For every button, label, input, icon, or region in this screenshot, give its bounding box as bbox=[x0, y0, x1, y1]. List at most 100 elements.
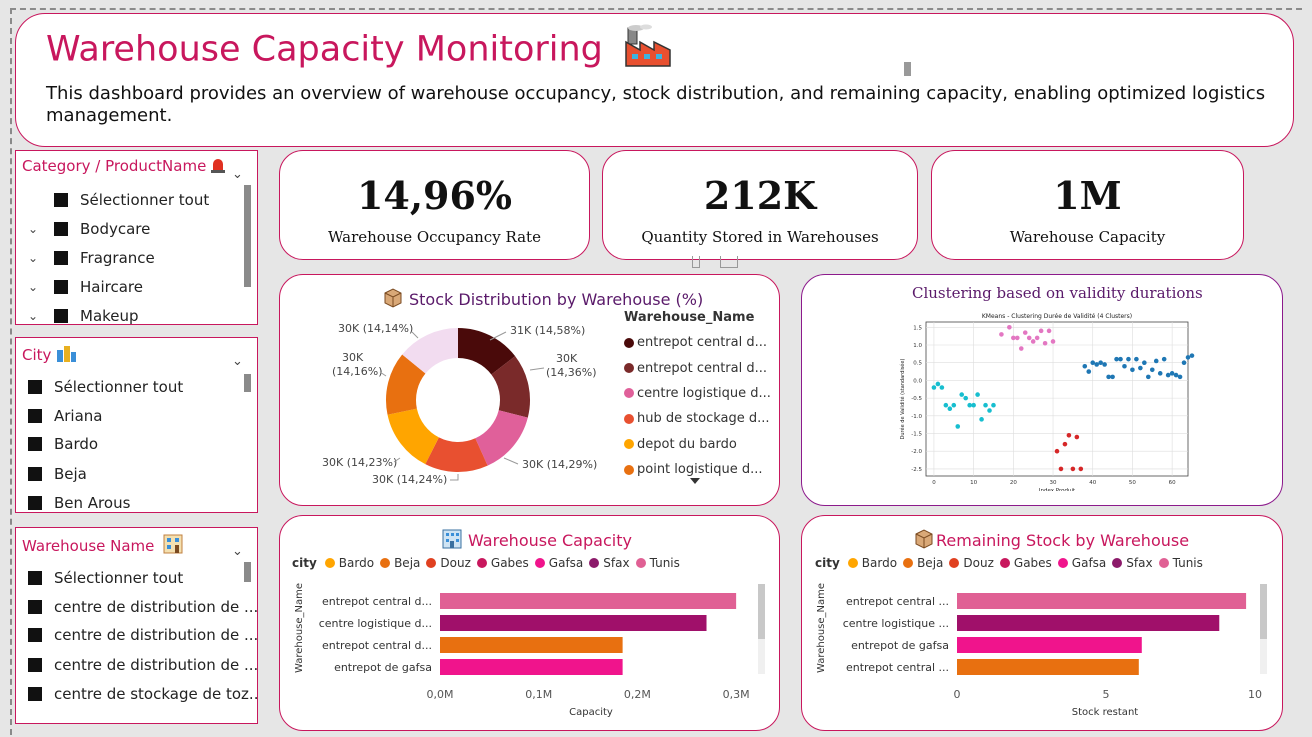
chevron-down-icon[interactable]: ⌄ bbox=[232, 354, 243, 369]
legend-item[interactable]: centre logistique d... bbox=[624, 381, 774, 406]
slicer-item[interactable]: Ben Arous bbox=[28, 494, 130, 512]
legend-item[interactable]: Bardo bbox=[847, 556, 897, 570]
slicer-item[interactable]: centre de stockage de toz... bbox=[28, 685, 257, 703]
scrollbar[interactable] bbox=[244, 185, 251, 287]
scrollbar[interactable] bbox=[244, 374, 251, 392]
legend-swatch bbox=[624, 388, 634, 399]
legend-item[interactable]: point logistique d... bbox=[624, 457, 774, 482]
legend-title: city bbox=[815, 556, 840, 570]
legend-item[interactable]: Gabes bbox=[999, 556, 1052, 570]
legend-item[interactable]: Sfax bbox=[589, 556, 630, 570]
scrollbar[interactable] bbox=[1260, 584, 1267, 639]
slicer-item[interactable]: centre de distribution de ... bbox=[28, 656, 257, 674]
checkbox[interactable] bbox=[54, 251, 68, 265]
legend-item[interactable]: Douz bbox=[426, 556, 471, 570]
pin-icon[interactable] bbox=[692, 256, 700, 268]
x-tick-label: 10 bbox=[1248, 688, 1262, 701]
checkbox[interactable] bbox=[28, 437, 42, 451]
legend-item[interactable]: Tunis bbox=[635, 556, 680, 570]
checkbox[interactable] bbox=[28, 496, 42, 510]
stock-distribution-card bbox=[279, 274, 780, 506]
checkbox[interactable] bbox=[28, 687, 42, 701]
checkbox[interactable] bbox=[54, 193, 68, 207]
legend-label: Beja bbox=[394, 556, 421, 570]
expand-icon[interactable]: ⌄ bbox=[28, 309, 39, 323]
legend-item[interactable]: Gabes bbox=[476, 556, 529, 570]
checkbox[interactable] bbox=[54, 309, 68, 323]
legend-item[interactable]: Tunis bbox=[1158, 556, 1203, 570]
slicer-warehouse[interactable]: Warehouse Name ⌄ Sélectionner tout centr… bbox=[15, 527, 258, 724]
bar[interactable] bbox=[957, 593, 1247, 609]
legend-item[interactable]: entrepot central d... bbox=[624, 355, 774, 380]
slicer-item[interactable]: ⌄ Fragrance bbox=[28, 249, 155, 267]
slicer-city[interactable]: City ⌄ Sélectionner tout Ariana Bardo Be… bbox=[15, 337, 258, 513]
slicer-item[interactable]: ⌄ Haircare bbox=[28, 278, 143, 296]
slicer-item[interactable]: Beja bbox=[28, 465, 87, 483]
legend-item[interactable]: Gafsa bbox=[534, 556, 583, 570]
checkbox[interactable] bbox=[54, 280, 68, 294]
chevron-down-icon[interactable]: ⌄ bbox=[232, 167, 243, 182]
expand-icon[interactable]: ⌄ bbox=[28, 251, 39, 265]
checkbox[interactable] bbox=[54, 222, 68, 236]
legend-label: Gabes bbox=[1013, 556, 1052, 570]
legend-scroll-down-icon[interactable] bbox=[690, 478, 700, 484]
slicer-item[interactable]: ⌄ Makeup bbox=[28, 307, 139, 325]
legend-item[interactable]: depot du bardo bbox=[624, 432, 774, 457]
focus-mode-icon[interactable] bbox=[720, 256, 738, 268]
checkbox[interactable] bbox=[28, 467, 42, 481]
slicer-item[interactable]: ⌄ Bodycare bbox=[28, 220, 151, 238]
slicer-item[interactable]: Ariana bbox=[28, 407, 103, 425]
bar[interactable] bbox=[957, 615, 1220, 631]
legend-swatch bbox=[476, 558, 487, 568]
legend-item[interactable]: Bardo bbox=[324, 556, 374, 570]
scatter-point bbox=[943, 402, 949, 408]
scatter-point bbox=[999, 332, 1004, 337]
slicer-item[interactable]: Bardo bbox=[28, 435, 98, 453]
slicer-item[interactable]: Sélectionner tout bbox=[28, 378, 183, 396]
slicer-item[interactable]: Sélectionner tout bbox=[28, 569, 183, 587]
slicer-item[interactable]: centre de distribution de ... bbox=[28, 626, 257, 644]
checkbox[interactable] bbox=[28, 571, 42, 585]
legend-label: depot du bardo bbox=[637, 436, 737, 452]
donut-slice[interactable] bbox=[387, 408, 439, 465]
bar[interactable] bbox=[440, 637, 623, 653]
legend-item[interactable]: entrepot central d... bbox=[624, 330, 774, 355]
donut-slice[interactable] bbox=[402, 328, 458, 374]
scatter-point bbox=[959, 392, 965, 397]
slicer-item[interactable]: Sélectionner tout bbox=[54, 191, 209, 209]
legend-item[interactable]: Douz bbox=[949, 556, 994, 570]
donut-slice[interactable] bbox=[458, 328, 516, 375]
checkbox[interactable] bbox=[28, 658, 42, 672]
chevron-down-icon[interactable]: ⌄ bbox=[232, 544, 243, 559]
scatter-point bbox=[1066, 432, 1072, 438]
legend-item[interactable]: Sfax bbox=[1112, 556, 1153, 570]
donut-slice[interactable] bbox=[491, 356, 530, 418]
legend-item[interactable]: Beja bbox=[903, 556, 943, 570]
checkbox[interactable] bbox=[28, 628, 42, 642]
checkbox[interactable] bbox=[28, 380, 42, 394]
y-tick-label: entrepot central ... bbox=[846, 661, 949, 674]
bar[interactable] bbox=[440, 615, 707, 631]
legend-label: hub de stockage d... bbox=[637, 411, 770, 427]
legend-item[interactable]: Gafsa bbox=[1057, 556, 1106, 570]
checkbox[interactable] bbox=[28, 600, 42, 614]
bar[interactable] bbox=[957, 637, 1142, 653]
donut-slice[interactable] bbox=[386, 354, 426, 415]
scrollbar[interactable] bbox=[244, 562, 251, 582]
bar[interactable] bbox=[440, 659, 623, 675]
checkbox[interactable] bbox=[28, 409, 42, 423]
scatter-point bbox=[1090, 360, 1096, 366]
scrollbar[interactable] bbox=[758, 584, 765, 639]
leader-line bbox=[503, 457, 519, 465]
bar[interactable] bbox=[957, 659, 1139, 675]
expand-icon[interactable]: ⌄ bbox=[28, 280, 39, 294]
bar[interactable] bbox=[440, 593, 737, 609]
slicer-item[interactable]: centre de distribution de ... bbox=[28, 598, 257, 616]
slicer-category[interactable]: Category / ProductName ⌄ Sélectionner to… bbox=[15, 150, 258, 325]
legend-item[interactable]: Beja bbox=[380, 556, 420, 570]
donut-slice[interactable] bbox=[425, 437, 488, 472]
legend-item[interactable]: hub de stockage d... bbox=[624, 406, 774, 431]
y-tick-label: entrepot central d... bbox=[322, 639, 432, 652]
donut-slice[interactable] bbox=[475, 410, 528, 466]
expand-icon[interactable]: ⌄ bbox=[28, 222, 39, 236]
